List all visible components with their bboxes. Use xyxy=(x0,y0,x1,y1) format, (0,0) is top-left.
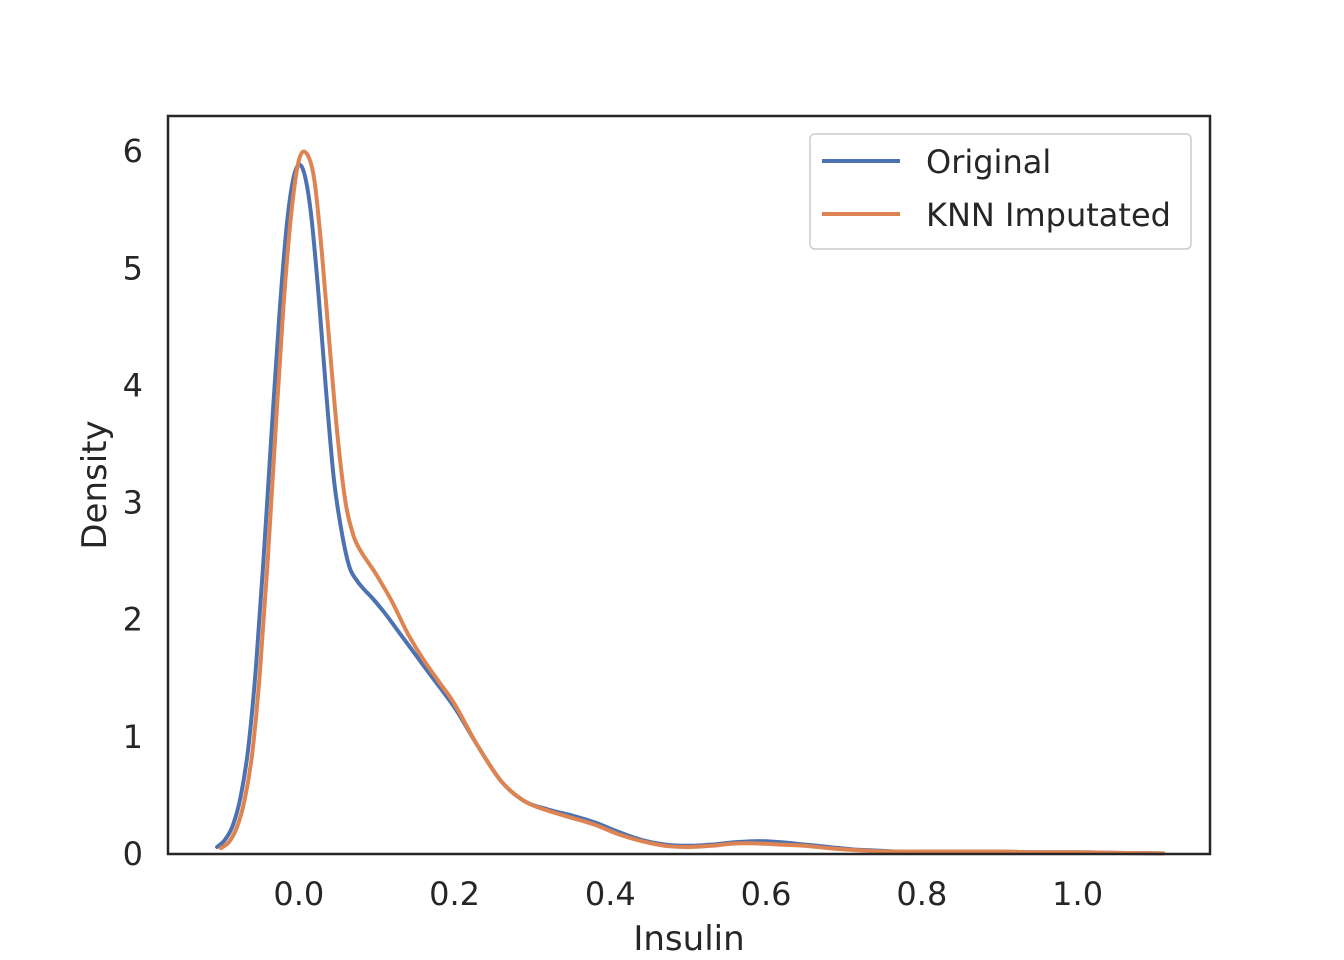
x-tick-label: 1.0 xyxy=(1052,875,1103,913)
x-axis-label: Insulin xyxy=(633,919,744,959)
y-tick-label: 0 xyxy=(123,835,143,873)
legend: Original KNN Imputated xyxy=(809,133,1192,250)
x-tick-label: 0.6 xyxy=(741,875,792,913)
legend-box xyxy=(809,133,1192,250)
x-tick-label: 0.4 xyxy=(585,875,636,913)
x-tick-label: 0.0 xyxy=(273,875,324,913)
x-axis-ticks: 0.0 0.2 0.4 0.6 0.8 1.0 xyxy=(273,875,1103,913)
x-tick-label: 0.8 xyxy=(896,875,947,913)
x-tick-label: 0.2 xyxy=(429,875,480,913)
y-tick-label: 6 xyxy=(123,132,143,170)
y-tick-label: 1 xyxy=(123,718,143,756)
legend-label-knn-imputated: KNN Imputated xyxy=(926,196,1171,234)
legend-label-original: Original xyxy=(926,143,1051,181)
plot-frame xyxy=(166,114,1212,856)
y-tick-label: 2 xyxy=(123,601,143,639)
y-axis-label: Density xyxy=(75,420,115,549)
y-axis-ticks: 0 1 2 3 4 5 6 xyxy=(123,132,143,873)
series-lines xyxy=(215,149,1166,856)
y-tick-label: 5 xyxy=(123,249,143,287)
series-line-knn-imputated xyxy=(218,149,1166,856)
y-tick-label: 3 xyxy=(123,484,143,522)
y-tick-label: 4 xyxy=(123,366,143,404)
